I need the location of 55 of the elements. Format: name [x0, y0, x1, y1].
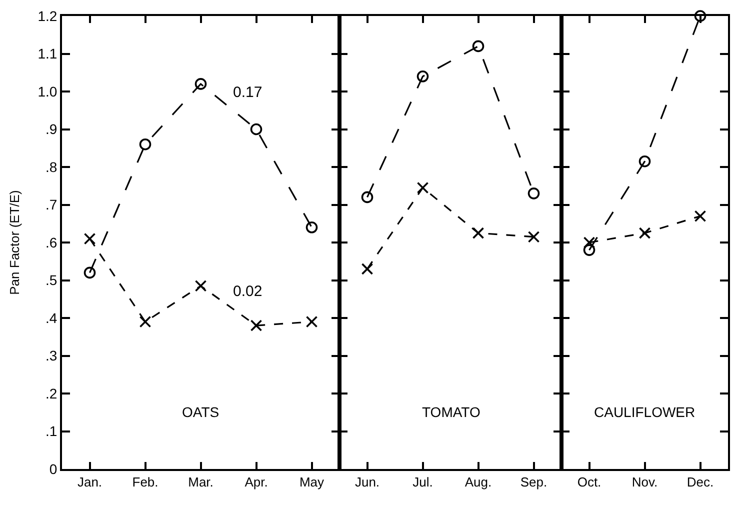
annotation: 0.02 [233, 283, 262, 300]
point [416, 70, 429, 82]
point [194, 78, 207, 90]
x-tick-label: Dec. [686, 474, 714, 490]
y-tick-label: 1.0 [38, 83, 58, 100]
annotation: 0.17 [233, 84, 262, 101]
point [583, 244, 596, 256]
y-tick-label: .4 [46, 310, 58, 326]
x-tick-label: Oct. [577, 474, 602, 490]
y-tick-label: .7 [46, 196, 58, 213]
point [306, 316, 318, 328]
point [139, 138, 152, 150]
point [583, 236, 596, 248]
y-tick-label: .5 [46, 272, 58, 288]
annotation: TOMATO [422, 404, 480, 420]
x-tick-label: Feb. [132, 474, 158, 490]
y-tick-label: .1 [46, 423, 58, 440]
y-tick-label: 0 [49, 460, 58, 477]
x-tick-label: Mar. [188, 474, 214, 490]
x-tick-label: Sep. [520, 474, 548, 490]
point [528, 188, 540, 200]
point [250, 123, 262, 136]
point [416, 182, 429, 194]
point [638, 227, 651, 239]
x-tick-label: Jun. [354, 474, 380, 490]
y-tick-label: .2 [46, 385, 58, 402]
x-tick-label: Apr. [244, 474, 268, 490]
y-axis-title: Pan Factor (ET/E) [7, 190, 22, 295]
point [139, 316, 152, 328]
point [250, 320, 262, 332]
x-tick-label: May [299, 474, 325, 490]
x-tick-label: Aug. [464, 474, 492, 490]
point [306, 222, 318, 234]
annotation: OATS [182, 404, 220, 420]
y-tick-label: .8 [46, 158, 58, 175]
x-tick-label: Nov. [632, 474, 658, 490]
point [472, 227, 484, 239]
point [694, 210, 706, 222]
point [84, 232, 96, 245]
x-tick-label: Jul. [412, 474, 433, 490]
point [84, 266, 96, 279]
y-tick-label: .3 [46, 348, 58, 364]
point [638, 155, 651, 168]
point [361, 263, 374, 275]
point [472, 40, 484, 52]
annotation: CAULIFLOWER [594, 404, 696, 420]
point [361, 191, 374, 204]
x-tick-label: Jan. [77, 474, 102, 490]
point [194, 280, 207, 292]
y-tick-label: 1.1 [38, 46, 58, 62]
y-tick-label: .9 [46, 121, 58, 138]
y-tick-label: .6 [46, 234, 58, 250]
point [694, 10, 706, 22]
y-tick-label: 1.2 [38, 8, 58, 24]
point [528, 230, 540, 243]
